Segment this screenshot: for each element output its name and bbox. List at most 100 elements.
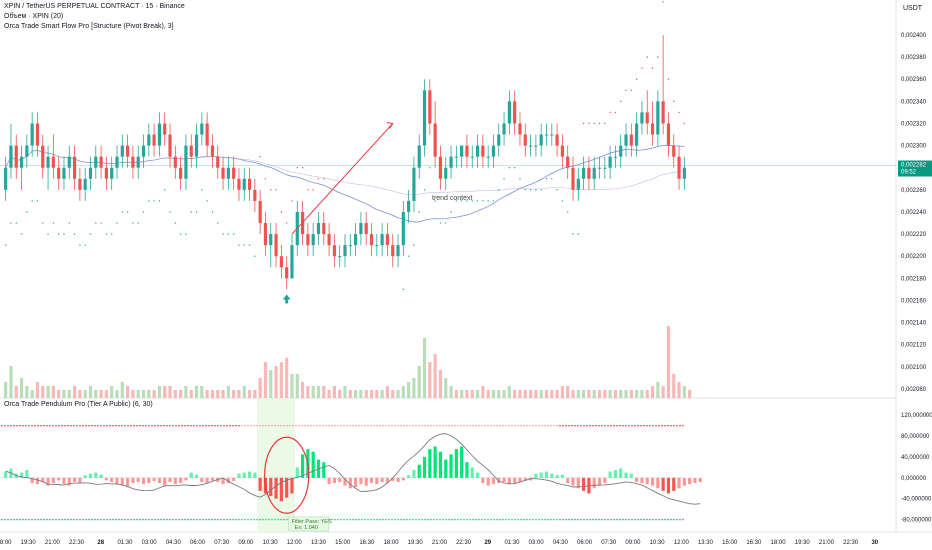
oscillator-lower-band-dot xyxy=(586,518,588,521)
volume-bar xyxy=(253,390,257,398)
oscillator-lower-band-dot xyxy=(67,518,69,521)
oscillator-lower-band-dot xyxy=(607,518,609,521)
volume-bar xyxy=(486,390,490,398)
volume-indicator-title[interactable]: Объем · XPIN (20) xyxy=(4,13,64,20)
oscillator-bar xyxy=(513,477,517,484)
oscillator-upper-band-dot xyxy=(490,424,492,427)
volume-bar xyxy=(656,382,660,398)
oscillator-lower-band-dot xyxy=(589,518,591,521)
oscillator-lower-band-dot xyxy=(433,518,435,521)
trail-stop-dot xyxy=(26,211,28,213)
candle-body xyxy=(110,167,114,179)
candle-body xyxy=(115,156,119,168)
currency-label[interactable]: USDT xyxy=(903,5,923,12)
oscillator-lower-band-dot xyxy=(565,518,567,521)
volume-bar xyxy=(285,358,289,398)
volume-bar xyxy=(454,390,458,398)
price-tick-label: 0,002380 xyxy=(901,55,927,61)
oscillator-lower-band-dot xyxy=(94,518,96,521)
trail-stop-dot xyxy=(460,200,463,202)
candle xyxy=(571,156,575,201)
candle-body xyxy=(141,145,146,157)
oscillator-upper-band-dot xyxy=(367,424,369,427)
candle xyxy=(460,145,464,168)
volume-bar xyxy=(115,390,119,398)
candle xyxy=(539,123,543,157)
oscillator-lower-band-dot xyxy=(535,518,537,521)
candle-body xyxy=(550,134,554,136)
oscillator-bar xyxy=(327,477,331,485)
symbol-title[interactable]: XPIN / TetherUS PERPETUAL CONTRACT · 15 … xyxy=(4,3,185,10)
candle xyxy=(672,134,676,168)
oscillator-lower-band-dot xyxy=(613,518,615,521)
oscillator-upper-band-dot xyxy=(379,424,381,427)
candle-body xyxy=(189,145,193,157)
candle-body xyxy=(62,167,66,179)
candle-body xyxy=(232,167,236,179)
trail-stop-dot xyxy=(519,178,521,180)
oscillator-upper-band-dot xyxy=(247,424,249,427)
oscillator-bar xyxy=(571,477,575,486)
oscillator-upper-band-dot xyxy=(436,424,438,427)
oscillator-upper-band-dot xyxy=(622,424,624,427)
volume-bar xyxy=(396,390,400,398)
oscillator-lower-band-dot xyxy=(88,518,90,521)
oscillator-upper-band-dot xyxy=(472,424,474,427)
oscillator-lower-band-dot xyxy=(235,518,237,521)
highlight-circle xyxy=(264,436,310,514)
oscillator-upper-band-dot xyxy=(628,424,630,427)
oscillator-upper-band-dot xyxy=(76,424,78,427)
oscillator-lower-band-dot xyxy=(445,518,447,521)
volume-bar xyxy=(210,390,215,398)
candle xyxy=(104,156,108,190)
trail-stop-dot xyxy=(52,222,55,224)
oscillator-lower-band-dot xyxy=(655,518,657,521)
candle xyxy=(396,234,400,268)
oscillator-upper-band-dot xyxy=(103,424,105,427)
volume-bar xyxy=(200,386,204,398)
oscillator-lower-band-dot xyxy=(169,518,171,521)
oscillator-bar xyxy=(115,477,119,485)
time-tick-label: 09:00 xyxy=(625,540,641,546)
oscillator-upper-band-dot xyxy=(481,424,483,427)
oscillator-upper-band-dot xyxy=(523,424,525,427)
candle-body xyxy=(444,167,448,179)
oscillator-lower-band-dot xyxy=(583,518,585,521)
oscillator-upper-band-dot xyxy=(55,424,57,427)
oscillator-lower-band-dot xyxy=(166,518,168,521)
trail-stop-dot xyxy=(217,222,219,224)
candle-body xyxy=(152,134,156,146)
trail-stop-dot xyxy=(572,233,574,235)
oscillator-bar xyxy=(555,475,559,478)
candle-body xyxy=(327,234,331,246)
volume-bar xyxy=(677,382,681,398)
smart-flow-indicator-title[interactable]: Orca Trade Smart Flow Pro [Structure (Pi… xyxy=(4,23,174,30)
oscillator-upper-band-dot xyxy=(550,424,552,427)
candle xyxy=(454,145,458,168)
candle-body xyxy=(25,145,29,157)
candle-body xyxy=(338,256,342,258)
candle xyxy=(115,145,119,179)
volume-bar xyxy=(126,386,130,398)
oscillator-lower-band-dot xyxy=(478,518,480,521)
candle xyxy=(682,156,686,190)
oscillator-upper-band-dot xyxy=(382,424,384,427)
trail-stop-dot xyxy=(673,100,675,103)
oscillator-lower-band-dot xyxy=(499,518,501,521)
candle xyxy=(131,145,135,179)
oscillator-tick-label: 80,000000 xyxy=(901,434,930,440)
candle xyxy=(232,156,236,190)
oscillator-title[interactable]: Orca Trade Pendulum Pro (Tier A Public) … xyxy=(4,401,153,408)
candle xyxy=(141,134,146,168)
oscillator-lower-band-dot xyxy=(475,518,477,521)
oscillator-lower-band-dot xyxy=(115,518,117,521)
oscillator-lower-band-dot xyxy=(130,518,132,521)
oscillator-lower-band-dot xyxy=(622,518,624,521)
oscillator-upper-band-dot xyxy=(112,424,114,427)
candle xyxy=(582,156,586,190)
oscillator-lower-band-dot xyxy=(172,518,174,521)
oscillator-upper-band-dot xyxy=(337,424,339,427)
oscillator-upper-band-dot xyxy=(43,424,45,427)
